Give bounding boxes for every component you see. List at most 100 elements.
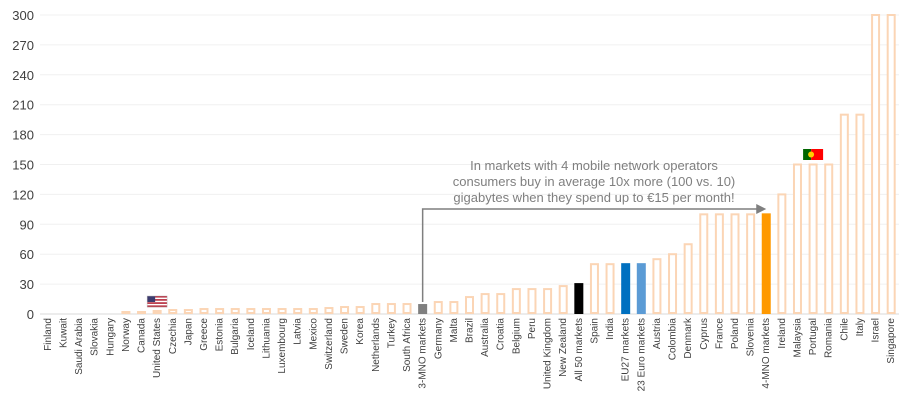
annotation-line-1: In markets with 4 mobile network operato… [470,158,718,173]
bar-south-africa [402,303,412,314]
bar-colombia [668,253,678,314]
bar-netherlands [371,303,381,314]
x-label-greece: Greece [199,318,210,351]
x-label-austria: Austria [652,318,663,350]
y-tick-150: 150 [12,158,34,173]
y-tick-120: 120 [12,187,34,202]
x-label-malaysia: Malaysia [792,318,803,358]
x-label-netherlands: Netherlands [371,318,382,372]
x-label-brazil: Brazil [465,318,476,343]
x-label-all-50-markets: All 50 markets [574,318,585,381]
bar-iceland [246,308,256,314]
bar-slovenia [746,213,756,314]
annotation: In markets with 4 mobile network operato… [421,158,767,303]
bar-india [605,263,615,314]
x-label-spain: Spain [589,318,600,344]
bar-latvia [293,308,303,314]
x-label-4-mno-markets: 4-MNO markets [761,318,772,389]
bar-ireland [777,193,787,314]
y-tick-60: 60 [20,247,34,262]
bar-peru [527,288,537,315]
bar-all-50-markets [574,283,584,314]
x-label-23-euro-markets: 23 Euro markets [636,318,647,391]
x-label-singapore: Singapore [886,318,897,364]
y-tick-210: 210 [12,98,34,113]
x-label-chile: Chile [839,318,850,341]
x-label-belgium: Belgium [511,318,522,354]
bar-luxembourg [277,308,287,314]
x-label-3-mno-markets: 3-MNO markets [418,318,429,389]
bar-mexico [308,308,318,314]
bar-austria [652,258,662,314]
y-tick-300: 300 [12,8,34,23]
x-label-romania: Romania [824,318,835,358]
x-label-korea: Korea [355,318,366,345]
y-tick-270: 270 [12,38,34,53]
x-label-germany: Germany [433,318,444,359]
bar-norway [121,311,131,314]
bar-italy [855,113,865,314]
x-label-united-kingdom: United Kingdom [543,318,554,389]
x-label-czechia: Czechia [168,318,179,355]
y-tick-0: 0 [27,307,34,322]
x-label-latvia: Latvia [293,318,304,345]
portugal-flag-icon [803,149,824,160]
bar-belgium [511,288,521,315]
x-label-hungary: Hungary [105,318,116,356]
us-flag-icon [146,295,168,308]
x-label-france: France [714,318,725,350]
annotation-arrow-line [421,208,759,303]
bar-4-mno-markets [761,213,771,314]
x-label-switzerland: Switzerland [324,318,335,370]
bar-germany [433,301,443,315]
bar-lithuania [261,308,271,314]
bar-new-zealand [558,285,568,314]
x-label-poland: Poland [730,318,741,349]
x-label-estonia: Estonia [215,318,226,352]
y-tick-180: 180 [12,128,34,143]
x-label-bulgaria: Bulgaria [230,318,241,355]
bar-korea [355,306,365,315]
x-label-malta: Malta [449,318,460,343]
x-label-norway: Norway [121,318,132,352]
x-label-united-states: United States [152,318,163,378]
bars [121,14,896,315]
y-tick-90: 90 [20,217,34,232]
annotation-line-3: gigabytes when they spend up to €15 per … [453,190,734,205]
bar-estonia [215,308,225,314]
annotation-line-2: consumers buy in average 10x more (100 v… [453,174,736,189]
annotation-arrowhead-icon [756,204,767,214]
bar-sweden [340,306,350,315]
bar-canada [137,311,147,314]
bar-romania [824,163,834,314]
bar-bulgaria [230,308,240,314]
bar-israel [871,14,881,314]
bar-cyprus [699,213,709,314]
x-label-iceland: Iceland [246,318,257,350]
x-label-mexico: Mexico [308,318,319,350]
x-label-slovakia: Slovakia [90,318,101,356]
x-label-peru: Peru [527,318,538,339]
x-label-australia: Australia [480,318,491,357]
x-label-turkey: Turkey [386,318,397,348]
bar-czechia [168,309,178,315]
bar-brazil [465,296,474,315]
x-label-italy: Italy [855,318,866,336]
x-label-south-africa: South Africa [402,318,413,372]
x-label-colombia: Colombia [668,318,679,361]
bar-united-states [152,310,162,315]
x-label-saudi-arabia: Saudi Arabia [74,318,85,375]
bar-turkey [386,303,396,314]
bar-japan [183,309,193,315]
bar-france [714,213,724,314]
bar-portugal [808,163,818,314]
bar-spain [589,263,599,314]
x-label-kuwait: Kuwait [58,318,69,348]
x-label-slovenia: Slovenia [746,318,757,357]
x-label-croatia: Croatia [496,318,507,351]
bar-23-euro-markets [636,263,646,314]
y-tick-240: 240 [12,68,34,83]
x-label-finland: Finland [43,318,54,351]
bar-malta [449,301,459,315]
